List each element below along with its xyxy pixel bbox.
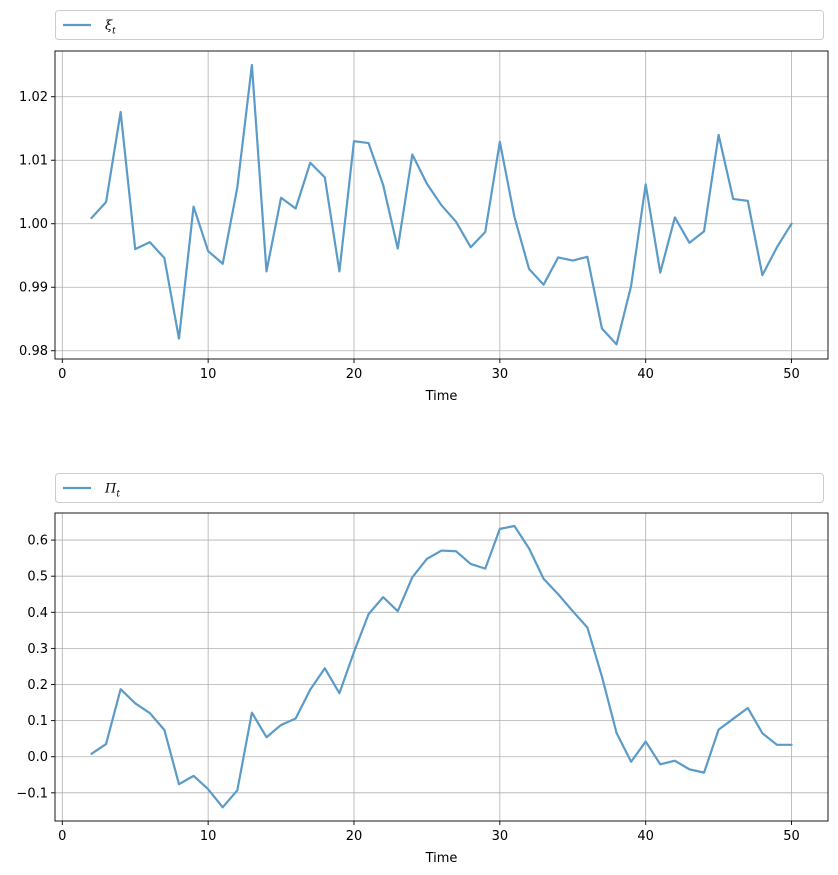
legend-label: Πt (104, 482, 120, 500)
chart-pi: 0 10 20 30 40 50 −0.1 0.0 0.1 0.2 0.3 0.4 0.5 0.6 Time… (16, 473, 829, 866)
plot-frame (54, 50, 829, 360)
x-tick-label: 20 (346, 367, 363, 382)
x-tick-label: 50 (783, 829, 800, 844)
x-tick-label: 50 (783, 367, 800, 382)
legend-label: ξt (105, 19, 116, 37)
plot-frame (54, 512, 829, 822)
series-line (90, 63, 793, 346)
y-tick-label: 0.5 (27, 570, 48, 585)
y-tick-label: −0.1 (16, 786, 48, 801)
x-tick-label: 20 (346, 829, 363, 844)
x-tick-label: 30 (492, 829, 509, 844)
y-tick-label: 0.4 (27, 606, 48, 621)
x-tick-label: 0 (58, 829, 66, 844)
y-tick-label: 0.0 (27, 750, 48, 765)
legend-box (55, 10, 824, 40)
y-tick-label: 1.01 (19, 154, 48, 169)
y-tick-label: 0.6 (27, 534, 48, 549)
y-tick-label: 0.2 (27, 678, 48, 693)
y-tick-label: 0.1 (27, 714, 48, 729)
x-axis-label: Time (425, 389, 458, 404)
y-tick-label: 1.00 (19, 217, 48, 232)
chart-xi: 0 10 20 30 40 50 0.98 0.99 1.00 1.01 1.02 Time ξt (19, 10, 829, 404)
y-tick-label: 1.02 (19, 90, 48, 105)
y-tick-label: 0.3 (27, 642, 48, 657)
series-line (90, 524, 793, 809)
legend-box (55, 473, 824, 503)
x-axis-label: Time (425, 851, 458, 866)
x-tick-label: 40 (637, 829, 654, 844)
x-tick-label: 30 (492, 367, 509, 382)
y-tick-label: 0.98 (19, 344, 48, 359)
x-tick-label: 40 (637, 367, 654, 382)
x-tick-label: 10 (200, 829, 217, 844)
x-tick-label: 10 (200, 367, 217, 382)
x-tick-label: 0 (58, 367, 66, 382)
y-tick-label: 0.99 (19, 281, 48, 296)
